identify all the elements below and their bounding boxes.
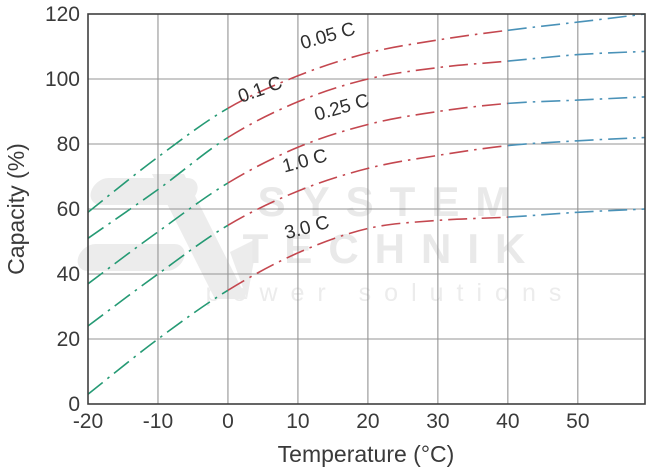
curve-mid-segment-01C [227, 60, 508, 139]
curve-mid-segment-005C [227, 29, 508, 109]
y-tick-label: 20 [57, 328, 80, 351]
curve-hot-segment-30C [507, 208, 646, 218]
curve-mid-segment-025C [227, 102, 508, 184]
y-tick-label: 100 [45, 68, 80, 91]
grid-lines [88, 14, 645, 404]
x-tick-label: 50 [566, 410, 589, 433]
x-tick-label: 10 [286, 410, 309, 433]
curve-hot-segment-10C [507, 136, 646, 147]
x-tick-label: 20 [356, 410, 379, 433]
curve-label: 0.25 C [312, 90, 372, 126]
watermark: SYSTEM TECHNIK power solutions [77, 174, 575, 307]
watermark-line1: SYSTEM [258, 178, 527, 225]
data-curves [87, 13, 646, 395]
curve-cold-segment-30C [87, 289, 229, 395]
watermark-line3: power solutions [206, 279, 575, 307]
x-tick-label: 0 [222, 410, 234, 433]
y-axis-title: Capacity (%) [3, 143, 29, 275]
curve-hot-segment-025C [507, 96, 646, 105]
plot-border [87, 13, 646, 405]
curve-cold-segment-025C [87, 182, 229, 285]
curve-label: 0.1 C [235, 72, 285, 107]
x-axis-title: Temperature (°C) [278, 441, 455, 467]
curve-mid-segment-10C [227, 144, 508, 226]
y-tick-label: 60 [57, 198, 80, 221]
x-tick-label: 30 [426, 410, 449, 433]
curve-hot-segment-01C [507, 50, 646, 62]
x-tick-label: -20 [73, 410, 103, 433]
curve-label: 1.0 C [280, 145, 329, 177]
y-tick-label: 0 [68, 393, 80, 416]
curve-cold-segment-01C [87, 136, 229, 239]
x-tick-label: 40 [496, 410, 519, 433]
y-tick-label: 40 [57, 263, 80, 286]
curve-cold-segment-005C [87, 107, 229, 213]
axis-tick-labels: -20 -10 0 10 20 30 40 50 0 20 40 60 80 100 120 [45, 3, 590, 433]
y-tick-label: 80 [57, 133, 80, 156]
curve-mid-segment-30C [227, 216, 508, 291]
x-tick-label: -10 [143, 410, 173, 433]
watermark-line2: TECHNIK [243, 225, 542, 272]
curve-label: 0.05 C [298, 19, 358, 55]
curve-cold-segment-10C [87, 224, 229, 327]
curve-hot-segment-005C [507, 13, 646, 32]
y-tick-label: 120 [45, 3, 80, 26]
